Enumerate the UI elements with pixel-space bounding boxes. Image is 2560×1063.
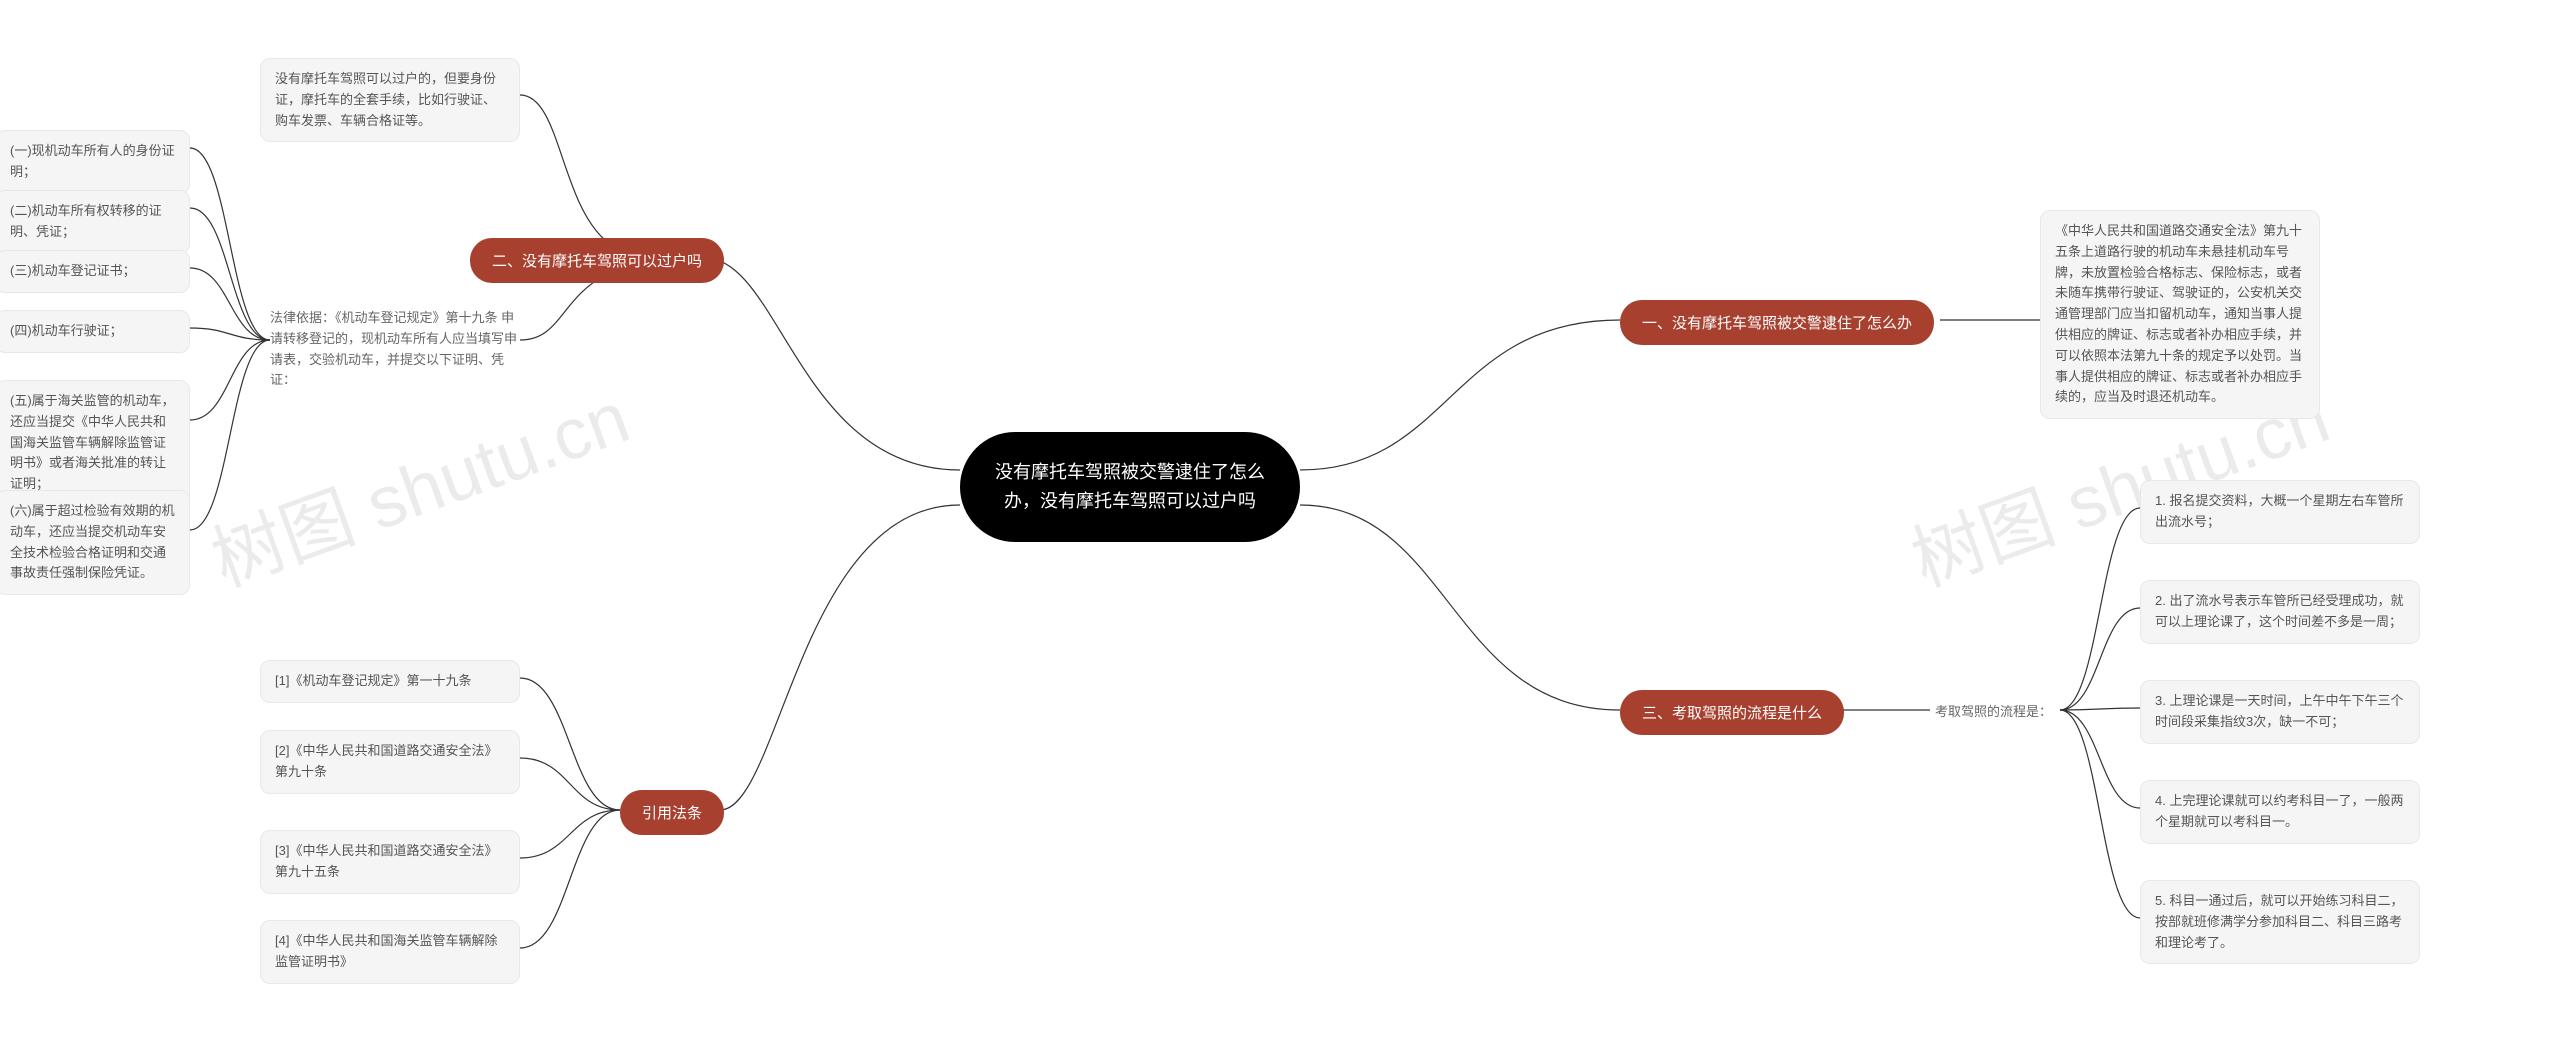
branch-3-sublabel: 考取驾照的流程是： (1935, 702, 2055, 723)
branch-4: 引用法条 (620, 790, 724, 835)
branch-2-item-0: (一)现机动车所有人的身份证明； (0, 130, 190, 194)
branch-2-item-5: (六)属于超过检验有效期的机动车，还应当提交机动车安全技术检验合格证明和交通事故… (0, 490, 190, 595)
root-node: 没有摩托车驾照被交警逮住了怎么办，没有摩托车驾照可以过户吗 (960, 432, 1300, 542)
branch-4-leaf-3: [4]《中华人民共和国海关监管车辆解除监管证明书》 (260, 920, 520, 984)
branch-3-item-4: 5. 科目一通过后，就可以开始练习科目二，按部就班修满学分参加科目二、科目三路考… (2140, 880, 2420, 964)
branch-2-item-3: (四)机动车行驶证； (0, 310, 190, 353)
branch-3-item-1: 2. 出了流水号表示车管所已经受理成功，就可以上理论课了，这个时间差不多是一周； (2140, 580, 2420, 644)
branch-1-leaf-0: 《中华人民共和国道路交通安全法》第九十五条上道路行驶的机动车未悬挂机动车号牌，未… (2040, 210, 2320, 419)
branch-3-item-3: 4. 上完理论课就可以约考科目一了，一般两个星期就可以考科目一。 (2140, 780, 2420, 844)
branch-4-leaf-1: [2]《中华人民共和国道路交通安全法》第九十条 (260, 730, 520, 794)
watermark: 树图 shutu.cn (195, 359, 641, 607)
branch-2-item-2: (三)机动车登记证书； (0, 250, 190, 293)
branch-3-item-0: 1. 报名提交资料，大概一个星期左右车管所出流水号； (2140, 480, 2420, 544)
branch-2-leaf-0: 没有摩托车驾照可以过户的，但要身份证，摩托车的全套手续，比如行驶证、购车发票、车… (260, 58, 520, 142)
branch-4-leaf-2: [3]《中华人民共和国道路交通安全法》第九十五条 (260, 830, 520, 894)
branch-3-item-2: 3. 上理论课是一天时间，上午中午下午三个时间段采集指纹3次，缺一不可； (2140, 680, 2420, 744)
branch-2: 二、没有摩托车驾照可以过户吗 (470, 238, 724, 283)
branch-3: 三、考取驾照的流程是什么 (1620, 690, 1844, 735)
branch-2-item-4: (五)属于海关监管的机动车，还应当提交《中华人民共和国海关监管车辆解除监管证明书… (0, 380, 190, 506)
branch-4-leaf-0: [1]《机动车登记规定》第一十九条 (260, 660, 520, 703)
branch-2-item-1: (二)机动车所有权转移的证明、凭证； (0, 190, 190, 254)
branch-1: 一、没有摩托车驾照被交警逮住了怎么办 (1620, 300, 1934, 345)
branch-2-sublabel: 法律依据：《机动车登记规定》第十九条 申请转移登记的，现机动车所有人应当填写申请… (270, 308, 520, 391)
